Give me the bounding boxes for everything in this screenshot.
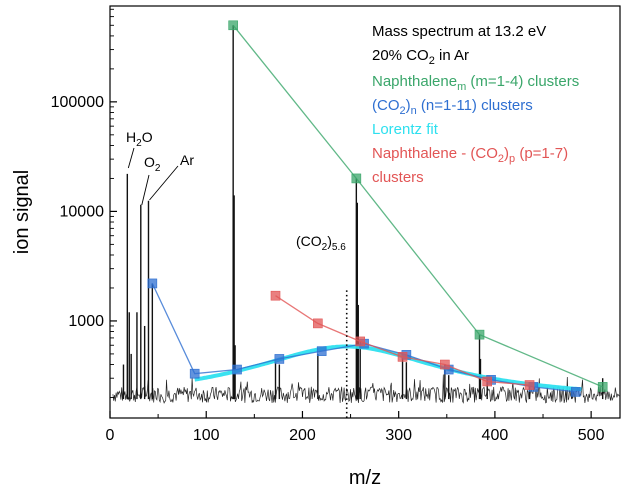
ar-leader-line <box>149 165 179 201</box>
annotations: H2O O2 Ar (CO2)5.6 <box>126 129 346 253</box>
series-point-1 <box>232 364 242 375</box>
series-point-2 <box>270 290 281 301</box>
x-axis-title: m/z <box>349 467 381 489</box>
legend-entry: Lorentz fit <box>372 121 439 138</box>
peak-annotation: (CO2)5.6 <box>296 233 346 253</box>
x-tick-label: 100 <box>193 427 220 444</box>
series-point-2 <box>397 352 408 362</box>
series-point-1 <box>316 346 327 356</box>
legend-entry: clusters <box>372 169 424 186</box>
legend-entry: Naphthalenem (m=1-4) clusters <box>372 73 579 93</box>
x-tick-label: 500 <box>578 427 605 444</box>
plot-inner <box>112 20 620 418</box>
x-tick-label: 200 <box>289 427 316 444</box>
series-point-2 <box>355 336 365 347</box>
plot-frame <box>109 5 621 419</box>
y-tick-label: 10000 <box>60 203 105 220</box>
series-point-0 <box>228 20 238 31</box>
x-tick-label: 0 <box>106 427 115 444</box>
series-point-2 <box>313 318 323 329</box>
x-tick-label: 300 <box>385 427 412 444</box>
series-point-2 <box>524 380 535 390</box>
h2o-leader-line <box>127 147 135 169</box>
series-point-0 <box>351 173 362 184</box>
series-point-2 <box>440 359 450 370</box>
legend: Mass spectrum at 13.2 eV 20% CO2 in Ar Nap… <box>372 23 579 186</box>
x-tick-label: 400 <box>482 427 509 444</box>
peak-annotation: H2O <box>126 129 153 149</box>
series-point-1 <box>570 387 581 397</box>
series-line-0 <box>232 24 603 388</box>
series-point-0 <box>474 329 485 340</box>
peak-annotation: O2 <box>144 154 161 174</box>
legend-entry: Naphthalene - (CO2)p (p=1-7) <box>372 145 568 165</box>
series-point-1 <box>274 354 285 364</box>
y-tick-label: 1000 <box>68 313 104 330</box>
series-point-2 <box>482 376 493 387</box>
series-point-1 <box>147 278 158 289</box>
axes: 0 100 200 300 400 500 1000 10000 100000 <box>51 5 621 444</box>
o2-leader-line <box>141 174 150 206</box>
lorentz-fit-line <box>194 344 582 392</box>
series-point-0 <box>597 382 608 392</box>
peak-annotation: Ar <box>180 152 194 168</box>
plot-area <box>112 20 620 418</box>
y-tick-label: 100000 <box>51 94 104 111</box>
legend-entry: 20% CO2 in Ar <box>372 47 469 67</box>
y-axis-title: ion signal <box>11 170 33 255</box>
legend-entry: (CO2)n (n=1-11) clusters <box>372 97 533 117</box>
legend-entry: Mass spectrum at 13.2 eV <box>372 23 546 40</box>
series-point-1 <box>189 368 200 379</box>
